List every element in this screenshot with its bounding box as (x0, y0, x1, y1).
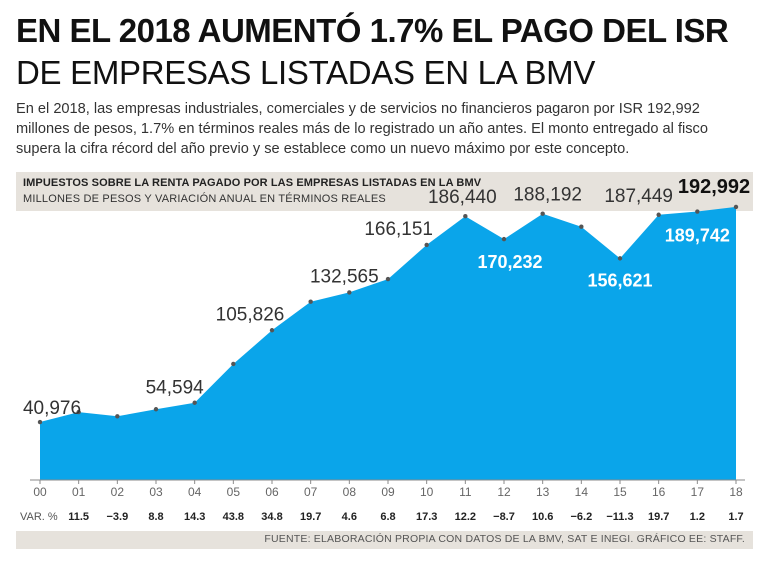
data-label-13: 188,192 (513, 185, 582, 206)
x-tick-label-15: 15 (613, 485, 627, 499)
data-point-02 (115, 414, 120, 419)
x-tick-label-18: 18 (729, 485, 743, 499)
data-point-04 (192, 400, 197, 405)
chart-title: IMPUESTOS SOBRE LA RENTA PAGADO POR LAS … (23, 177, 482, 189)
data-label-10: 166,151 (364, 219, 433, 240)
data-label-17: 189,742 (665, 226, 730, 246)
headline-light: DE EMPRESAS LISTADAS EN LA BMV (16, 54, 596, 91)
data-point-10 (424, 242, 429, 248)
x-tick-label-13: 13 (536, 485, 550, 499)
data-point-18 (733, 204, 739, 210)
data-label-06: 105,826 (216, 304, 285, 325)
var-pct-11: 12.2 (455, 511, 476, 523)
data-point-17 (695, 209, 700, 214)
data-label-04: 54,594 (146, 378, 205, 399)
data-point-09 (385, 276, 391, 282)
x-tick-label-09: 09 (381, 485, 395, 499)
var-pct-13: 10.6 (532, 511, 553, 523)
x-tick-label-07: 07 (304, 485, 318, 499)
var-pct-10: 17.3 (416, 511, 437, 523)
data-point-05 (231, 361, 236, 367)
x-tick-label-02: 02 (111, 485, 125, 499)
x-tick-label-05: 05 (227, 485, 241, 499)
var-pct-07: 19.7 (300, 511, 321, 523)
x-tick-label-16: 16 (652, 485, 666, 499)
source-note: FUENTE: ELABORACIÓN PROPIA CON DATOS DE … (264, 533, 745, 545)
var-pct-09: 6.8 (380, 511, 395, 523)
data-point-13 (540, 211, 545, 216)
var-pct-prefix: VAR. % (20, 511, 58, 523)
x-tick-label-03: 03 (149, 485, 163, 499)
var-pct-05: 43.8 (223, 511, 244, 523)
x-tick-label-12: 12 (497, 485, 511, 499)
x-tick-label-00: 00 (33, 485, 47, 499)
var-pct-16: 19.7 (648, 511, 669, 523)
data-label-11: 186,440 (428, 187, 497, 208)
data-label-12: 170,232 (477, 252, 542, 272)
data-point-03 (153, 407, 159, 412)
data-point-01 (76, 409, 81, 415)
var-pct-01: 11.5 (68, 511, 89, 523)
headline-bold: EN EL 2018 AUMENTÓ 1.7% EL PAGO DEL ISR (16, 12, 729, 49)
data-point-14 (579, 224, 584, 229)
data-point-12 (501, 236, 507, 242)
data-point-15 (617, 256, 623, 261)
source-bar: FUENTE: ELABORACIÓN PROPIA CON DATOS DE … (16, 531, 753, 549)
data-label-15: 156,621 (587, 270, 652, 290)
data-point-16 (656, 212, 661, 217)
var-pct-02: −3.9 (106, 511, 128, 523)
x-tick-label-06: 06 (265, 485, 279, 499)
var-pct-18: 1.7 (728, 511, 743, 523)
x-tick-label-04: 04 (188, 485, 202, 499)
intro-paragraph: En el 2018, las empresas industriales, c… (16, 101, 708, 157)
var-pct-17: 1.2 (690, 511, 705, 523)
var-pct-06: 34.8 (261, 511, 282, 523)
data-point-00 (37, 419, 43, 425)
x-tick-label-14: 14 (575, 485, 589, 499)
x-tick-label-10: 10 (420, 485, 434, 499)
data-point-07 (308, 299, 313, 304)
x-tick-label-11: 11 (459, 485, 472, 499)
data-label-18: 192,992 (678, 176, 750, 198)
x-tick-label-08: 08 (343, 485, 357, 499)
area-series (40, 206, 736, 480)
data-point-11 (463, 213, 468, 219)
chart-header: IMPUESTOS SOBRE LA RENTA PAGADO POR LAS … (16, 172, 753, 211)
var-pct-12: −8.7 (493, 511, 515, 523)
data-label-00: 40,976 (23, 398, 81, 419)
var-pct-03: 8.8 (148, 511, 163, 523)
data-point-08 (347, 290, 352, 295)
var-pct-15: −11.3 (606, 511, 633, 523)
chart-subtitle: MILLONES DE PESOS Y VARIACIÓN ANUAL EN T… (23, 193, 386, 205)
x-tick-label-17: 17 (691, 485, 705, 499)
x-tick-label-01: 01 (72, 485, 86, 499)
data-label-16: 187,449 (604, 186, 673, 207)
var-pct-08: 4.6 (342, 511, 357, 523)
var-pct-04: 14.3 (184, 511, 205, 523)
data-label-08: 132,565 (310, 266, 379, 287)
data-point-06 (269, 328, 275, 333)
var-pct-14: −6.2 (570, 511, 592, 523)
